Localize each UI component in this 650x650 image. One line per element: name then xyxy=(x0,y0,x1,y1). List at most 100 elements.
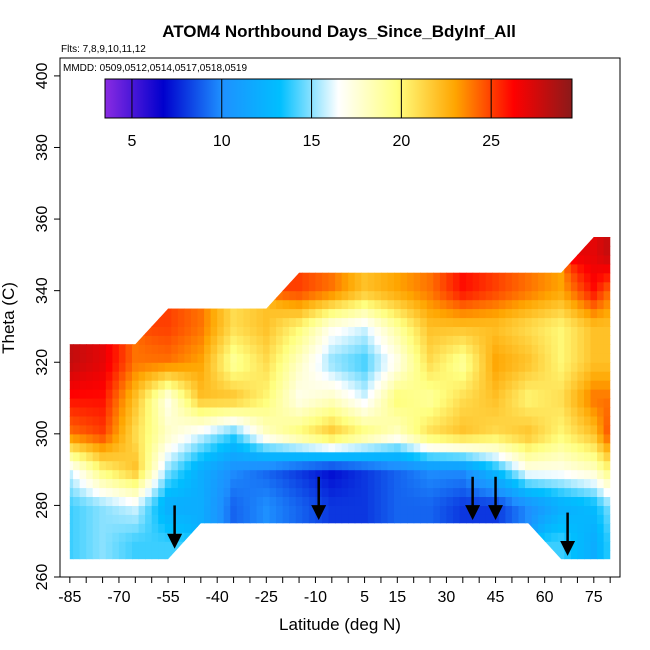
heatmap-cell xyxy=(105,514,113,524)
heatmap-cell xyxy=(249,433,257,444)
heatmap-cell xyxy=(99,299,107,310)
heatmap-cell xyxy=(505,237,513,247)
heatmap-cell xyxy=(125,451,133,462)
heatmap-cell xyxy=(210,272,218,283)
heatmap-cell xyxy=(564,290,572,301)
chart-title: ATOM4 Northbound Days_Since_BdyInf_All xyxy=(162,22,516,41)
heatmap-cell xyxy=(164,353,172,363)
heatmap-cell xyxy=(79,362,87,372)
heatmap-cell xyxy=(564,451,572,462)
heatmap-cell xyxy=(433,344,441,354)
heatmap-cell xyxy=(302,532,310,542)
heatmap-cell xyxy=(466,219,473,229)
heatmap-cell xyxy=(511,335,519,345)
heatmap-cell xyxy=(387,245,395,256)
heatmap-cell xyxy=(164,245,172,256)
heatmap-cell xyxy=(132,460,140,471)
heatmap-cell xyxy=(361,335,369,345)
heatmap-cell xyxy=(249,281,257,292)
heatmap-cell xyxy=(158,371,166,381)
heatmap-cell xyxy=(459,326,467,336)
heatmap-cell xyxy=(498,299,506,310)
heatmap-cell xyxy=(282,353,290,363)
heatmap-cell xyxy=(263,237,271,238)
heatmap-cell xyxy=(413,487,421,497)
heatmap-cell xyxy=(485,362,493,372)
heatmap-cell xyxy=(577,487,585,497)
heatmap-cell xyxy=(191,496,199,506)
heatmap-cell xyxy=(211,568,218,578)
heatmap-cell xyxy=(604,219,611,229)
heatmap-cell xyxy=(295,254,303,265)
heatmap-cell xyxy=(230,219,237,229)
heatmap-cell xyxy=(93,568,100,578)
heatmap-cell xyxy=(577,550,585,560)
heatmap-cell xyxy=(577,281,585,292)
heatmap-cell xyxy=(118,487,126,497)
heatmap-cell xyxy=(191,201,198,211)
heatmap-cell xyxy=(498,532,506,542)
heatmap-cell xyxy=(570,523,578,533)
heatmap-cell xyxy=(603,263,611,274)
heatmap-cell xyxy=(453,299,461,310)
heatmap-cell xyxy=(99,460,107,471)
heatmap-cell xyxy=(191,308,199,319)
heatmap-cell xyxy=(158,317,166,327)
heatmap-cell xyxy=(184,478,192,489)
heatmap-cell xyxy=(380,550,388,560)
heatmap-cell xyxy=(60,407,67,417)
heatmap-cell xyxy=(420,505,428,515)
heatmap-cell xyxy=(315,398,323,408)
heatmap-cell xyxy=(361,389,369,399)
heatmap-cell xyxy=(557,451,565,462)
heatmap-cell xyxy=(256,451,264,462)
heatmap-cell xyxy=(223,407,231,417)
heatmap-cell xyxy=(204,407,212,417)
heatmap-cell xyxy=(302,219,309,229)
heatmap-cell xyxy=(197,335,205,345)
heatmap-cell xyxy=(204,219,211,229)
heatmap-cell xyxy=(380,263,388,274)
heatmap-cell xyxy=(250,219,257,229)
heatmap-cell xyxy=(538,532,546,542)
heatmap-cell xyxy=(322,210,329,220)
heatmap-cell xyxy=(132,326,140,336)
heatmap-cell xyxy=(591,568,598,578)
heatmap-cell xyxy=(413,460,421,471)
heatmap-cell xyxy=(459,335,467,345)
heatmap-cell xyxy=(191,478,199,489)
heatmap-cell xyxy=(230,505,238,515)
heatmap-cell xyxy=(564,433,572,444)
heatmap-cell xyxy=(282,362,290,372)
heatmap-cell xyxy=(571,559,578,569)
heatmap-cell xyxy=(158,478,166,489)
heatmap-cell xyxy=(407,469,415,480)
heatmap-cell xyxy=(564,568,571,578)
heatmap-cell xyxy=(138,237,146,238)
heatmap-cell xyxy=(151,460,159,471)
heatmap-cell xyxy=(538,299,546,310)
heatmap-cell xyxy=(354,424,362,435)
heatmap-cell xyxy=(407,523,415,533)
heatmap-cell xyxy=(400,245,408,256)
heatmap-cell xyxy=(308,496,316,506)
heatmap-cell xyxy=(60,541,67,551)
heatmap-cell xyxy=(118,523,126,533)
heatmap-cell xyxy=(472,487,480,497)
heatmap-cell xyxy=(446,299,454,310)
heatmap-cell xyxy=(544,478,552,489)
heatmap-cell xyxy=(367,433,375,444)
heatmap-cell xyxy=(466,308,474,319)
heatmap-cell xyxy=(243,326,251,336)
heatmap-cell xyxy=(171,290,179,301)
heatmap-cell xyxy=(531,371,539,381)
heatmap-cell xyxy=(249,245,257,256)
heatmap-cell xyxy=(249,487,257,497)
heatmap-cell xyxy=(289,210,296,220)
heatmap-cell xyxy=(295,398,303,408)
heatmap-cell xyxy=(498,335,506,345)
heatmap-cell xyxy=(158,568,165,578)
heatmap-cell xyxy=(407,559,414,569)
heatmap-cell xyxy=(518,487,526,497)
heatmap-cell xyxy=(302,389,310,399)
